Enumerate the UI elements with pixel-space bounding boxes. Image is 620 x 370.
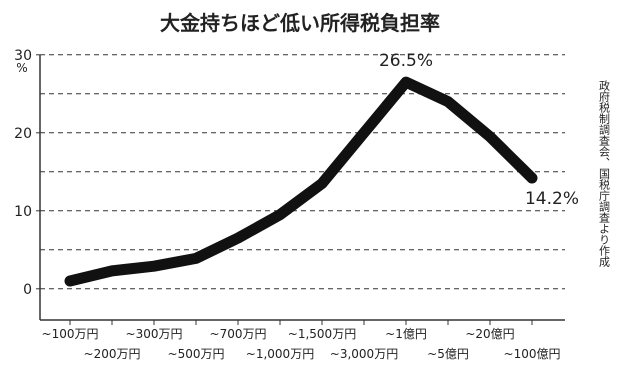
y-tick-label: 20 (14, 126, 32, 142)
x-tick-label: ~1億円 (385, 327, 427, 341)
x-tick-label: ~100万円 (42, 327, 99, 341)
x-tick-label: ~700万円 (210, 327, 267, 341)
x-tick-label: ~3,000万円 (330, 347, 398, 361)
x-tick-label: ~100億円 (504, 347, 561, 361)
source-note: 政府税制調査会、国税庁調査より作成 (598, 79, 611, 268)
x-tick-label: ~20億円 (465, 327, 514, 341)
value-label: 14.2% (525, 189, 579, 209)
y-unit: % (16, 61, 27, 75)
line (64, 76, 538, 287)
x-tick-label: ~1,000万円 (246, 347, 314, 361)
x-tick-label: ~5億円 (427, 347, 469, 361)
x-tick-label: ~200万円 (84, 347, 141, 361)
value-label: 26.5% (379, 51, 433, 71)
x-tick-label: ~500万円 (168, 347, 225, 361)
chart-title: 大金持ちほど低い所得税負担率 (160, 11, 440, 35)
y-tick-label: 30 (14, 48, 32, 64)
x-tick-label: ~1,500万円 (288, 327, 356, 341)
y-tick-label: 0 (23, 282, 32, 298)
x-tick-label: ~300万円 (126, 327, 183, 341)
y-tick-label: 10 (14, 204, 32, 220)
